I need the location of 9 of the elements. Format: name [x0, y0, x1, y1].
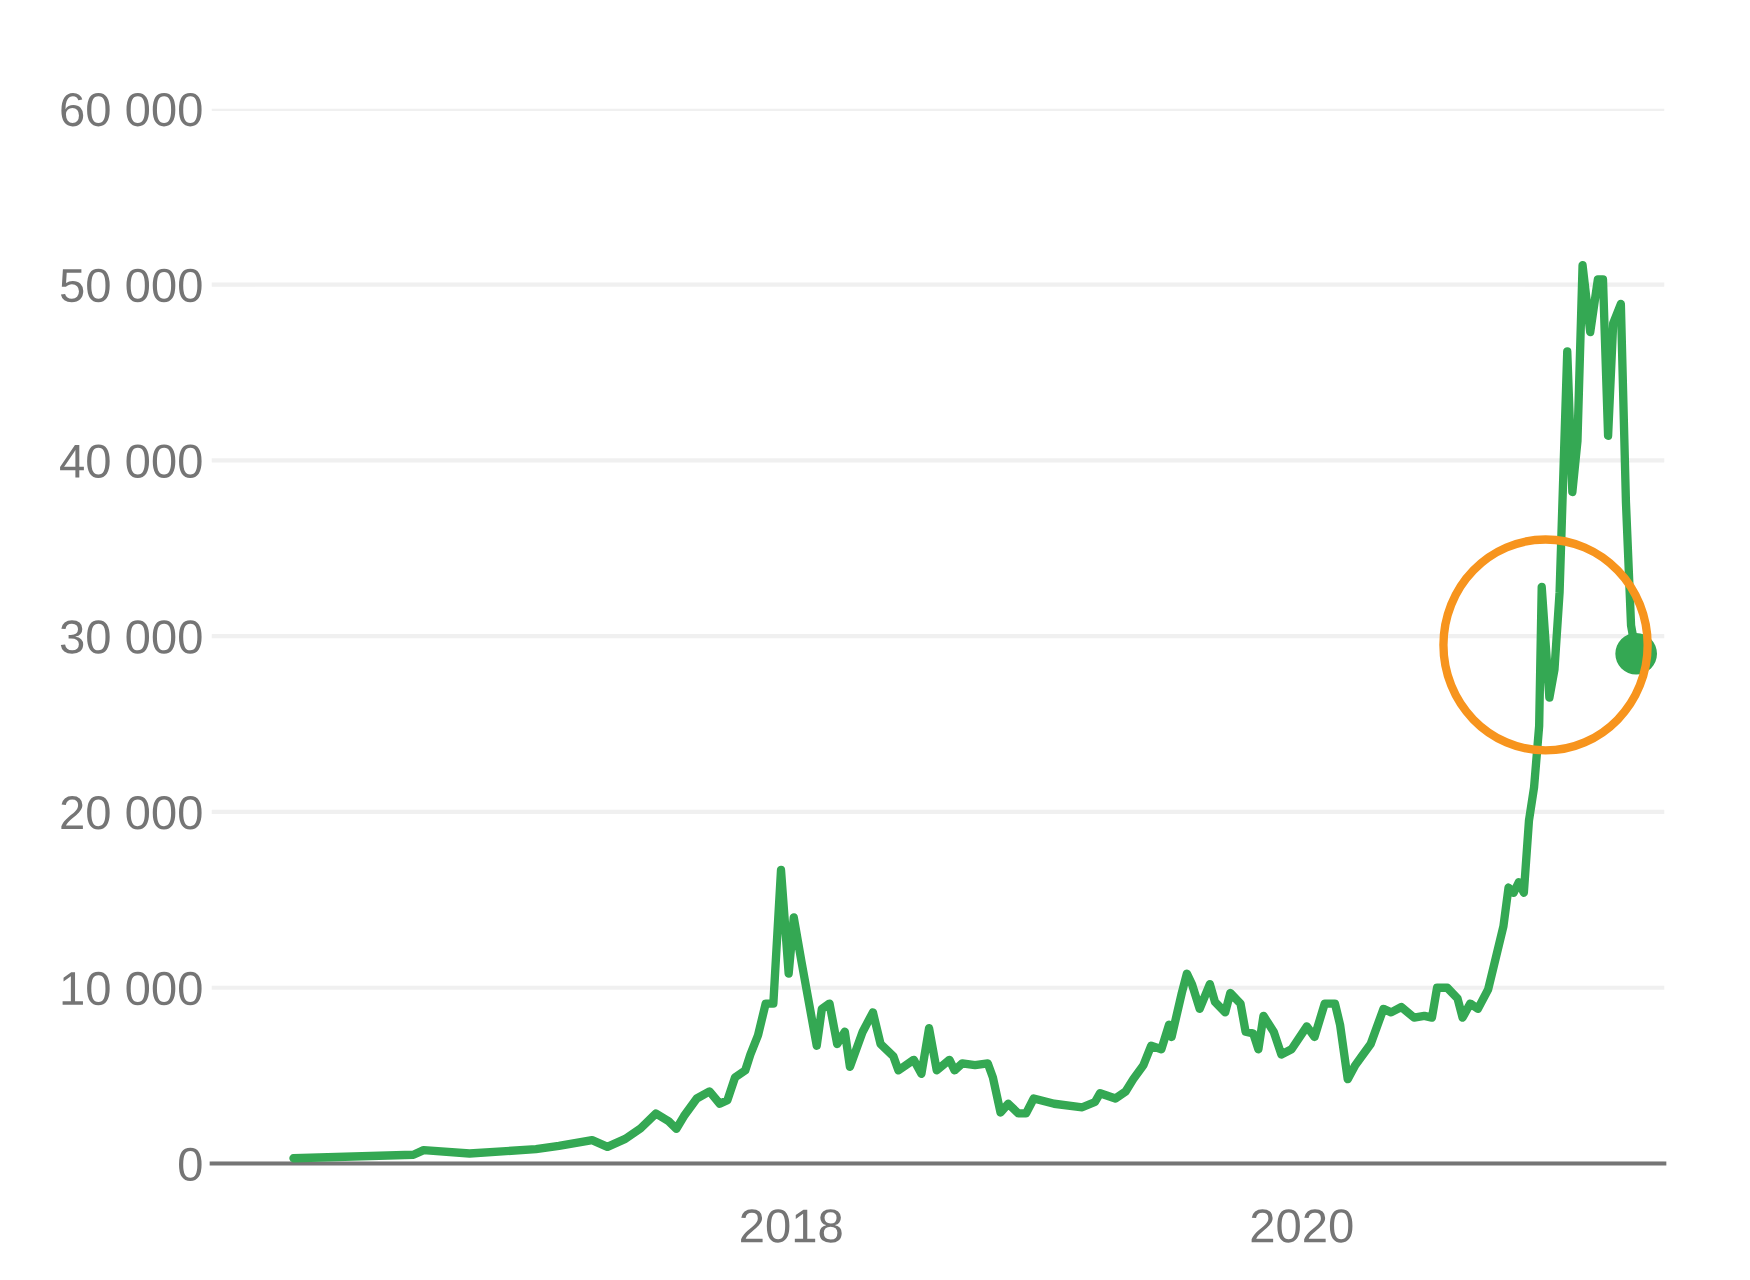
y-tick-label: 40 000 — [60, 444, 202, 478]
y-tick-label: 60 000 — [61, 92, 202, 127]
y-tick-label: 0 — [179, 1147, 202, 1182]
x-tick-label: 2020 — [1251, 1209, 1353, 1243]
y-tick-label: 50 000 — [60, 268, 202, 303]
y-tick-label: 30 000 — [60, 620, 202, 654]
y-tick-label: 20 000 — [61, 796, 202, 830]
y-tick-label: 10 000 — [62, 971, 202, 1006]
x-tick-label: 2018 — [741, 1209, 842, 1243]
